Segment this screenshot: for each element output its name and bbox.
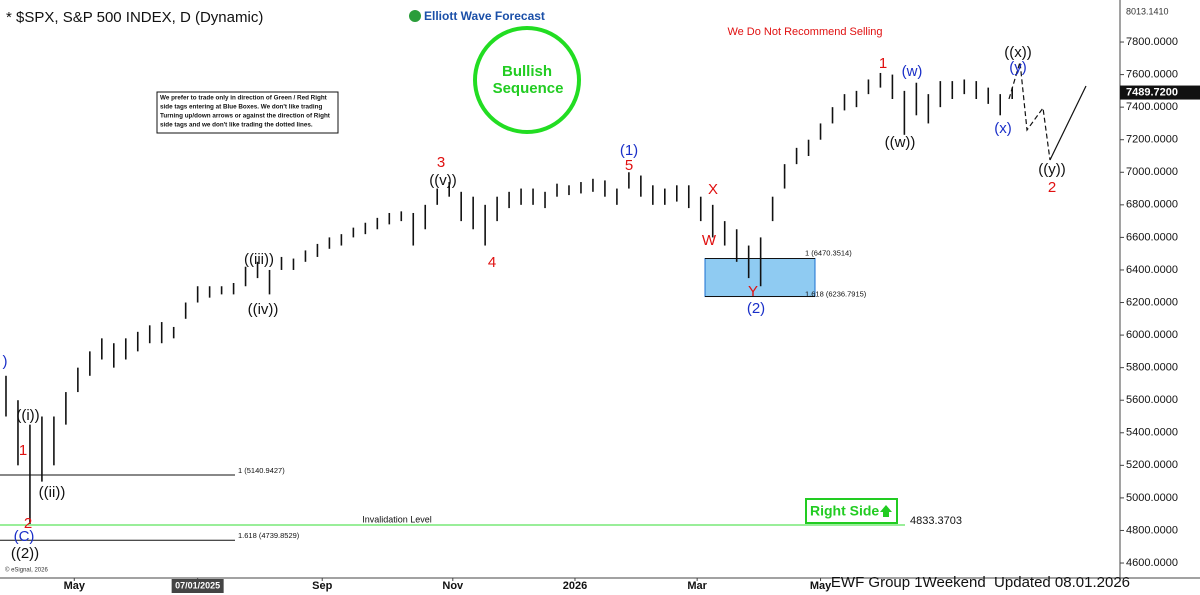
- last-price-tag: [1120, 85, 1200, 100]
- badge-text: Sequence: [493, 80, 564, 97]
- wave-label: 5: [625, 157, 633, 174]
- wave-label: W: [702, 232, 717, 249]
- wave-label: 1: [879, 55, 887, 72]
- wave-label: ((iii)): [244, 251, 274, 268]
- x-tick-label: Sep: [312, 580, 332, 592]
- brand: Elliott Wave Forecast: [424, 9, 545, 23]
- y-tick-label: 6600.0000: [1126, 231, 1178, 243]
- note-line: We prefer to trade only in direction of …: [160, 95, 328, 102]
- wave-label: ((2)): [11, 545, 39, 562]
- chart-title: * $SPX, S&P 500 INDEX, D (Dynamic): [6, 9, 263, 26]
- wave-label: ((v)): [429, 172, 456, 189]
- y-tick-label: 4800.0000: [1126, 524, 1178, 536]
- y-tick-label: 4600.0000: [1126, 557, 1178, 569]
- wave-label: Y: [748, 283, 758, 300]
- x-tick-label: May: [64, 580, 86, 592]
- wave-label: ((y)): [1038, 161, 1065, 178]
- y-tick-label: 7200.0000: [1126, 134, 1178, 146]
- note-box: [156, 91, 339, 134]
- y-tick-label: 7400.0000: [1126, 101, 1178, 113]
- wave-label: 2: [24, 515, 32, 532]
- wave-label: ): [3, 353, 8, 370]
- x-tick-label: May: [810, 580, 832, 592]
- wave-label: 4: [488, 254, 496, 271]
- y-tick-label: 5400.0000: [1126, 427, 1178, 439]
- y-tick-label: 5200.0000: [1126, 459, 1178, 471]
- y-tick-label: 6400.0000: [1126, 264, 1178, 276]
- logo-icon: [409, 10, 421, 22]
- badge-circle: [473, 26, 581, 134]
- wave-label: X: [708, 181, 718, 198]
- wave-label: (w): [902, 63, 923, 80]
- wave-label: 3: [437, 154, 445, 171]
- invalidation-label: 4833.3703: [910, 515, 962, 527]
- level-label: 1 (6470.3514): [805, 248, 852, 257]
- y-tick-label: 5800.0000: [1126, 362, 1178, 374]
- y-tick-label: 7800.0000: [1126, 36, 1178, 48]
- level-label: 1 (5140.9427): [238, 466, 285, 475]
- wave-label: (2): [747, 300, 765, 317]
- projection-solid: [1049, 85, 1087, 161]
- y-tick-label: 6000.0000: [1126, 329, 1178, 341]
- wave-label: (C): [14, 528, 35, 545]
- footer: EWF Group 1Weekend Updated 08.01.2026: [831, 574, 1130, 591]
- wave-label: 1: [19, 442, 27, 459]
- wave-label: ((ii)): [39, 484, 66, 501]
- y-tick-label: 7000.0000: [1126, 166, 1178, 178]
- x-tick-label: 07/01/2025: [175, 580, 220, 590]
- y-tick-label: 6200.0000: [1126, 296, 1178, 308]
- projection-dashed: [1008, 61, 1051, 161]
- wave-label: (y): [1009, 59, 1027, 76]
- wave-label: ((i)): [16, 407, 39, 424]
- wave-label: (x): [994, 120, 1012, 137]
- last-price-label: 7489.7200: [1126, 86, 1178, 98]
- wave-label: ((w)): [885, 134, 916, 151]
- top-price-label: 8013.1410: [1126, 6, 1169, 16]
- wave-label: 2: [1048, 179, 1056, 196]
- y-tick-label: 5000.0000: [1126, 492, 1178, 504]
- badge-text: Bullish: [502, 63, 552, 80]
- wave-label: ((iv)): [248, 301, 279, 318]
- level-label: 1.618 (6236.7915): [805, 290, 867, 299]
- x-tick-label: Mar: [687, 580, 707, 592]
- invalidation-name: Invalidation Level: [362, 514, 432, 524]
- note-line: Turning up/down arrows or against the di…: [160, 113, 331, 120]
- right-side: Right Side: [810, 503, 879, 519]
- note-line: side tags and we don't like trading the …: [160, 122, 313, 129]
- y-tick-label: 7600.0000: [1126, 68, 1178, 80]
- warning: We Do Not Recommend Selling: [727, 26, 882, 38]
- y-tick-label: 5600.0000: [1126, 394, 1178, 406]
- wave-label: (1): [620, 142, 638, 159]
- x-tick-label: Nov: [442, 580, 464, 592]
- x-crosshair-box: [171, 579, 224, 593]
- level-label: 1.618 (4739.8529): [238, 531, 300, 540]
- wave-label: ((x)): [1004, 44, 1031, 61]
- y-tick-label: 6800.0000: [1126, 199, 1178, 211]
- x-tick-label: 2026: [563, 580, 587, 592]
- copyright: © eSignal, 2026: [5, 567, 48, 574]
- note-line: side tags entering at Blue Boxes. We don…: [160, 104, 322, 111]
- up-arrow: [880, 505, 892, 517]
